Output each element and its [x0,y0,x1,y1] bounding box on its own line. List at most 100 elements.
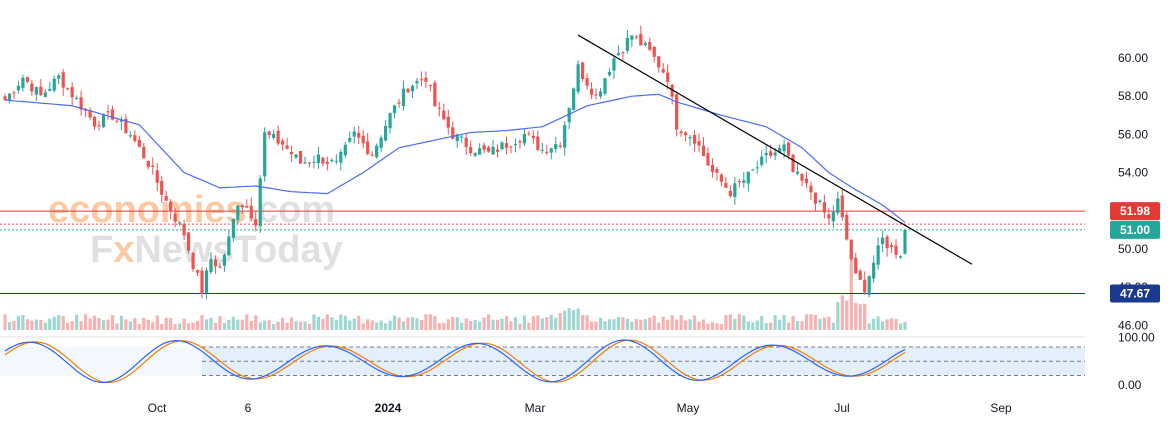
candle-body [554,144,558,150]
volume-bar [549,314,553,330]
candle-body [737,181,741,183]
volume-bar [160,323,164,330]
volume-bar [607,319,612,330]
candle-body [460,136,464,138]
candle-body [567,107,571,123]
candle-body [715,169,719,173]
trendline [577,34,973,265]
volume-bar [137,323,141,330]
volume-bar [522,315,527,330]
volume-bar [719,323,724,330]
candle-body [200,270,204,295]
candle-body [21,77,25,88]
volume-bar [178,323,182,330]
candle-body [258,178,262,227]
candle-body [137,139,141,147]
candle-body [764,152,768,156]
volume-bar [406,317,410,330]
candle-body [334,160,338,162]
volume-bar [612,319,616,330]
stoch-tick-label: 0.00 [1118,378,1142,392]
candle-body [12,92,16,94]
candle-body [863,279,867,293]
volume-bar [236,319,240,330]
volume-bar [330,317,334,330]
candle-body [612,58,616,71]
volume-bar [75,314,79,330]
candle-body [415,80,419,84]
price-tick-label: 60.00 [1118,51,1148,65]
volume-bar [316,316,321,330]
volume-bar [809,314,813,330]
volume-bar [737,314,741,330]
candle-body [330,159,334,162]
candle-body [652,46,656,57]
candle-body [182,224,186,236]
price-tags: 51.98 51.00 47.67 [1110,202,1160,303]
volume-bar [204,319,209,330]
candle-body [424,77,428,82]
volume-bar [822,317,827,330]
candle-body [213,259,218,267]
time-tick-label: May [677,401,700,415]
volume-bar [348,320,352,330]
price-tag-current [1110,220,1160,239]
volume-bar [621,317,625,330]
candle-body [527,133,531,135]
volume-bar [303,321,307,330]
candle-body [518,141,522,143]
candle-body [845,214,849,240]
volume-bar [616,316,621,330]
candle-body [625,37,629,51]
candle-body [558,145,562,148]
volume-bar [294,321,298,330]
volume-bar [357,315,361,330]
volume-bar [791,315,795,330]
candle-body [451,127,455,139]
volume-bar [97,317,101,330]
candle-body [589,88,594,95]
candle-body [728,190,732,197]
candle-body [500,142,504,150]
volume-bar [200,315,204,330]
candle-body [849,239,853,260]
volume-bar [643,319,647,330]
candle-body [563,125,567,148]
candle-body [106,111,110,113]
volume-bar [191,322,195,330]
candle-body [61,72,65,88]
volume-bar [840,295,844,330]
candle-body [903,229,907,254]
volume-bar [630,321,634,330]
candle-body [339,151,343,163]
time-tick-label: Sep [990,401,1012,415]
candle-body [70,87,74,98]
volume-bar [285,322,289,330]
candle-body [285,145,289,149]
candle-body [397,102,401,104]
volume-bar [455,317,459,330]
candle-body [464,137,468,148]
volume-bar [115,323,119,330]
volume-bar [361,323,365,330]
candle-body [854,257,858,274]
volume-bar [66,322,70,330]
candle-body [218,266,222,268]
volume-bar [554,317,558,330]
candle-body [751,169,755,171]
candle-body [442,110,446,120]
candle-body [889,245,894,247]
candle-body [298,151,303,164]
volume-bar [83,314,88,330]
candle-body [495,149,500,152]
volume-bar [334,320,338,330]
candle-body [621,52,625,54]
volume-bar [79,321,83,330]
candle-body [831,212,835,222]
volume-bar [670,315,674,330]
volume-bar [146,319,150,330]
volume-bar [388,320,392,330]
volume-bar [124,319,128,330]
volume-bar [52,316,56,330]
candle-body [34,87,38,95]
